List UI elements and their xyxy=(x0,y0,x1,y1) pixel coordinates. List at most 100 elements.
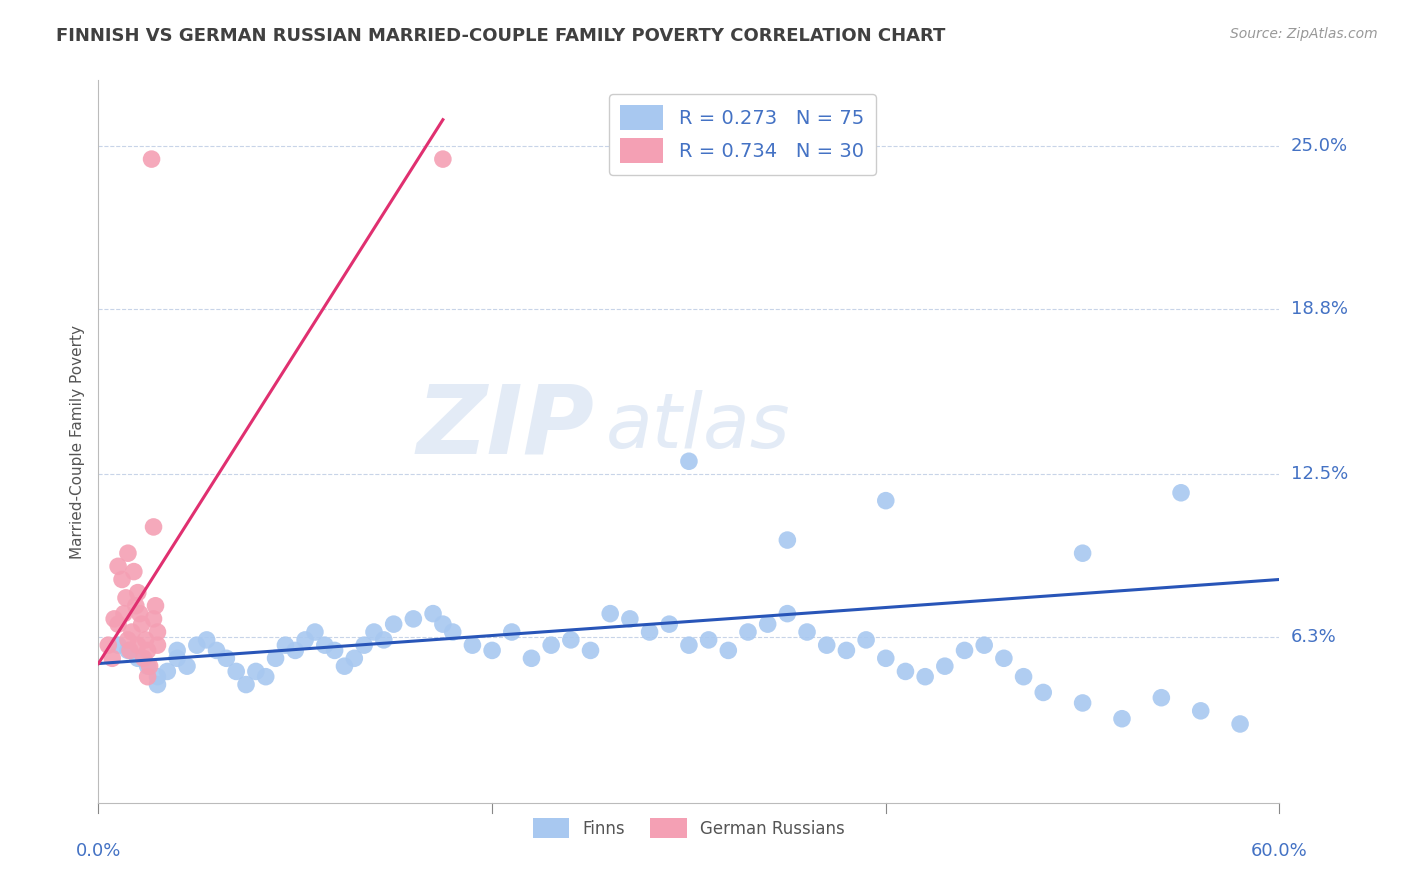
Point xyxy=(461,638,484,652)
Point xyxy=(121,625,143,640)
Point xyxy=(117,643,139,657)
Point xyxy=(146,638,169,652)
Point xyxy=(146,625,169,640)
Point xyxy=(619,612,641,626)
Point xyxy=(205,643,228,657)
Point xyxy=(127,651,149,665)
Text: FINNISH VS GERMAN RUSSIAN MARRIED-COUPLE FAMILY POVERTY CORRELATION CHART: FINNISH VS GERMAN RUSSIAN MARRIED-COUPLE… xyxy=(56,27,946,45)
Point xyxy=(122,565,145,579)
Point xyxy=(186,638,208,652)
Point xyxy=(107,559,129,574)
Point xyxy=(934,659,956,673)
Point xyxy=(382,617,405,632)
Point xyxy=(353,638,375,652)
Point xyxy=(107,617,129,632)
Point xyxy=(136,670,159,684)
Point xyxy=(127,585,149,599)
Point xyxy=(432,152,454,166)
Text: 60.0%: 60.0% xyxy=(1251,842,1308,860)
Point xyxy=(156,665,179,679)
Point xyxy=(141,152,163,166)
Point xyxy=(875,493,897,508)
Point xyxy=(1032,685,1054,699)
Point xyxy=(101,651,124,665)
Text: 0.0%: 0.0% xyxy=(76,842,121,860)
Text: 12.5%: 12.5% xyxy=(1291,466,1348,483)
Point xyxy=(145,599,167,613)
Point xyxy=(235,677,257,691)
Point xyxy=(422,607,444,621)
Point xyxy=(835,643,858,657)
Point xyxy=(737,625,759,640)
Point xyxy=(176,659,198,673)
Point xyxy=(520,651,543,665)
Point xyxy=(333,659,356,673)
Point xyxy=(973,638,995,652)
Point xyxy=(1012,670,1035,684)
Point xyxy=(579,643,602,657)
Point xyxy=(323,643,346,657)
Point xyxy=(314,638,336,652)
Text: 25.0%: 25.0% xyxy=(1291,137,1348,155)
Text: atlas: atlas xyxy=(606,390,790,464)
Point xyxy=(363,625,385,640)
Point xyxy=(855,632,877,647)
Point xyxy=(1170,485,1192,500)
Point xyxy=(215,651,238,665)
Text: Source: ZipAtlas.com: Source: ZipAtlas.com xyxy=(1230,27,1378,41)
Text: ZIP: ZIP xyxy=(416,381,595,474)
Point xyxy=(294,632,316,647)
Point xyxy=(1150,690,1173,705)
Point xyxy=(142,520,165,534)
Point xyxy=(560,632,582,647)
Point xyxy=(441,625,464,640)
Point xyxy=(756,617,779,632)
Point xyxy=(1111,712,1133,726)
Point xyxy=(284,643,307,657)
Point xyxy=(245,665,267,679)
Point xyxy=(776,533,799,547)
Point xyxy=(118,643,141,657)
Point xyxy=(225,665,247,679)
Point xyxy=(1229,717,1251,731)
Point xyxy=(953,643,976,657)
Point xyxy=(432,617,454,632)
Point xyxy=(264,651,287,665)
Point xyxy=(136,659,159,673)
Point xyxy=(402,612,425,626)
Point xyxy=(111,573,134,587)
Point xyxy=(131,617,153,632)
Point xyxy=(117,546,139,560)
Point xyxy=(138,659,160,673)
Point xyxy=(97,638,120,652)
Point xyxy=(1189,704,1212,718)
Point xyxy=(128,607,150,621)
Point xyxy=(373,632,395,647)
Point xyxy=(146,677,169,691)
Point xyxy=(136,643,159,657)
Point xyxy=(678,454,700,468)
Point xyxy=(254,670,277,684)
Point xyxy=(993,651,1015,665)
Point xyxy=(1071,696,1094,710)
Point xyxy=(1071,546,1094,560)
Point xyxy=(481,643,503,657)
Point xyxy=(115,591,138,605)
Point xyxy=(107,638,129,652)
Point xyxy=(142,612,165,626)
Point xyxy=(894,665,917,679)
Y-axis label: Married-Couple Family Poverty: Married-Couple Family Poverty xyxy=(69,325,84,558)
Point xyxy=(717,643,740,657)
Point xyxy=(599,607,621,621)
Point xyxy=(343,651,366,665)
Point xyxy=(132,651,155,665)
Point xyxy=(166,651,188,665)
Point xyxy=(112,607,135,621)
Point xyxy=(117,632,139,647)
Point xyxy=(678,638,700,652)
Point xyxy=(815,638,838,652)
Point xyxy=(540,638,562,652)
Point xyxy=(274,638,297,652)
Point xyxy=(127,638,149,652)
Point xyxy=(658,617,681,632)
